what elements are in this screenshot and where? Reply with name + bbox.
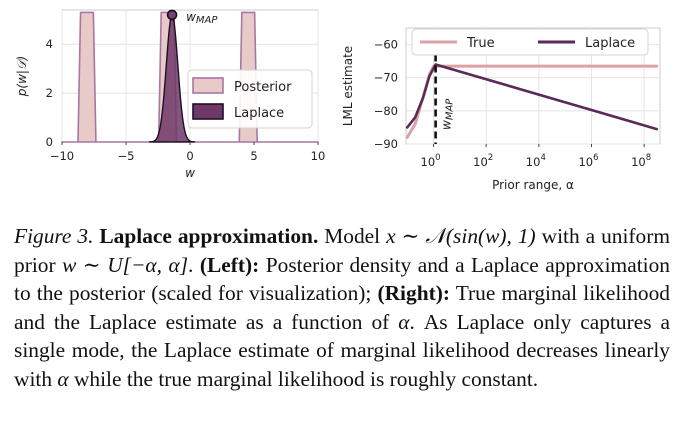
left-ytick-label-2: 4 (46, 37, 53, 51)
right-legend: True Laplace (411, 28, 649, 56)
right-xtick-label-4: 108 (631, 153, 651, 169)
caption-figure-label: Figure 3. (14, 224, 94, 248)
caption-math-alpha-2: α (57, 366, 69, 391)
left-xtick-label-4: 10 (311, 149, 326, 163)
caption-text-4: Posterior density and a Laplace approxim… (14, 252, 670, 306)
caption-math-alpha-1: α (398, 309, 410, 334)
caption-text-6: . As Laplace only captures a single mode… (14, 309, 671, 391)
right-legend-box (411, 28, 649, 56)
left-legend-swatch-posterior (192, 77, 224, 94)
right-legend-label-laplace: Laplace (585, 36, 635, 51)
right-xtick-exponent-3: 6 (593, 153, 598, 163)
right-ytick-label-2: −80 (374, 104, 398, 118)
left-xtick-label-1: −5 (118, 149, 135, 163)
caption-text-1: Model (318, 224, 387, 248)
caption-math-model: x ∼ 𝒩(sin(w), 1) (386, 224, 536, 248)
left-map-subscript: MAP (196, 15, 218, 26)
left-legend: Posterior Laplace (187, 69, 313, 129)
right-ytick-label-1: −70 (374, 71, 398, 85)
right-xtick-exponent-1: 2 (488, 153, 493, 163)
left-xtick-label-0: −10 (50, 149, 74, 163)
caption-title: Laplace approximation. (99, 224, 319, 248)
caption-text-2: with a uniform prior (14, 224, 670, 277)
left-ytick-label-1: 2 (46, 86, 53, 100)
figure-caption: Figure 3. Laplace approximation. Model x… (14, 222, 670, 394)
caption-math-prior: w ∼ U[−α, α] (62, 252, 189, 277)
caption-text-3: . (188, 252, 200, 277)
right-xtick-exponent-0: 0 (435, 153, 440, 163)
right-ytick-label-0: −60 (374, 38, 398, 52)
right-xlabel: Prior range, α (492, 178, 574, 192)
left-map-point (166, 9, 178, 21)
left-legend-label-posterior: Posterior (234, 80, 292, 95)
right-xtick-exponent-4: 8 (646, 153, 651, 163)
right-legend-label-true: True (466, 36, 495, 51)
left-xlabel: w (185, 166, 195, 180)
left-xtick-label-2: 0 (186, 149, 193, 163)
left-ylabel: p(w|𝒟) (15, 56, 29, 97)
right-xtick-label-0: 100 (421, 153, 441, 169)
caption-text-7: while the true marginal likelihood is ro… (68, 366, 539, 391)
caption-right-label: (Right): (377, 281, 450, 306)
right-ytick-label-3: −90 (374, 137, 398, 151)
caption-left-label: (Left): (199, 252, 260, 277)
left-legend-label-laplace: Laplace (234, 106, 284, 121)
caption-text-5: True marginal likelihood and the Laplace… (14, 281, 670, 334)
right-xtick-label-3: 106 (578, 153, 598, 169)
right-series-laplace-line (405, 63, 659, 131)
left-legend-swatch-laplace (192, 103, 224, 120)
right-ylabel: LML estimate (341, 46, 355, 126)
figure: wMAP −10 −5 0 5 10 0 2 4 w p(w|𝒟) Posterior Laplace … (0, 0, 683, 210)
right-xtick-label-1: 102 (473, 153, 493, 169)
left-ytick-label-0: 0 (46, 135, 53, 149)
right-map-subscript: MAP (445, 98, 456, 120)
left-xtick-label-3: 5 (250, 149, 257, 163)
right-xtick-exponent-2: 4 (540, 153, 545, 163)
right-xtick-label-2: 104 (526, 153, 546, 169)
